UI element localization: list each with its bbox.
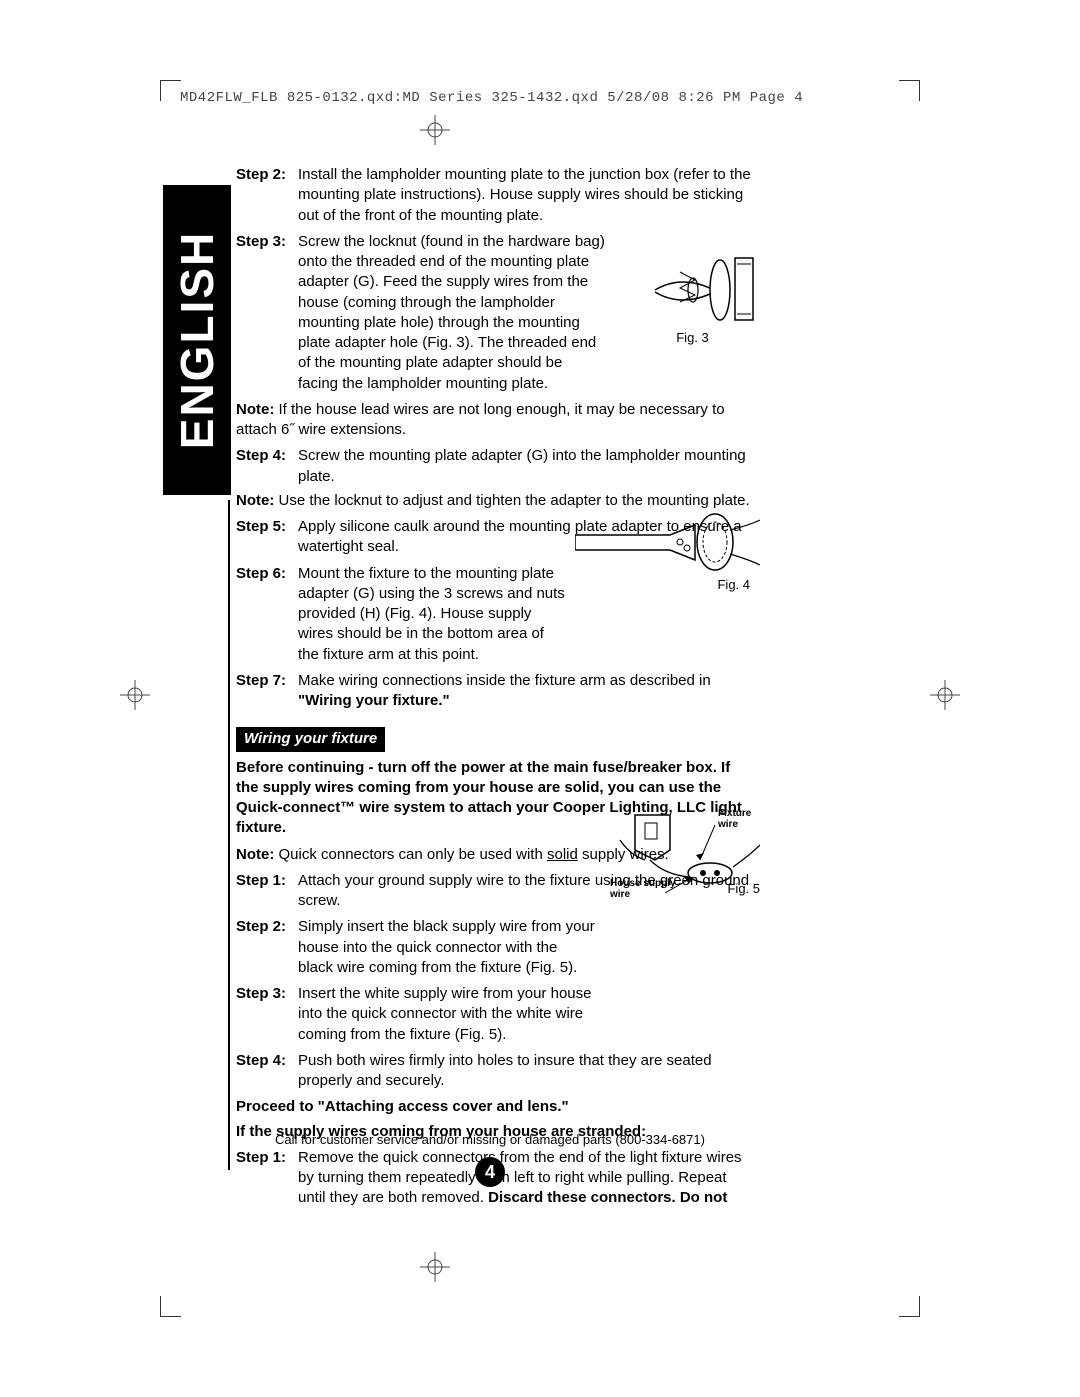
- note-label: Note:: [236, 846, 274, 863]
- section-header-wiring: Wiring your fixture: [236, 727, 385, 751]
- crop-mark: [899, 80, 920, 101]
- note-underlined: solid: [547, 846, 578, 863]
- step-text: Simply insert the black supply wire from…: [298, 917, 756, 978]
- wiring-step-2: Step 2: Simply insert the black supply w…: [236, 917, 756, 978]
- step-7-bold: "Wiring your fixture.": [298, 692, 450, 709]
- file-header: MD42FLW_FLB 825-0132.qxd:MD Series 325-1…: [180, 90, 803, 106]
- step-label: Step 4:: [236, 1051, 298, 1092]
- step-label: Step 1:: [236, 871, 298, 912]
- step-2: Step 2: Install the lampholder mounting …: [236, 165, 756, 226]
- note-text: If the house lead wires are not long eno…: [236, 401, 725, 438]
- language-tab-label: ENGLISH: [170, 231, 224, 449]
- step-label: Step 3:: [236, 232, 298, 394]
- crop-mark: [160, 1296, 181, 1317]
- registration-mark-icon: [930, 680, 960, 710]
- registration-mark-icon: [420, 115, 450, 145]
- proceed-line: Proceed to "Attaching access cover and l…: [236, 1097, 756, 1117]
- content-column: Step 2: Install the lampholder mounting …: [236, 165, 756, 1215]
- footer-text: Call for customer service and/or missing…: [235, 1132, 745, 1147]
- step-4: Step 4: Screw the mounting plate adapter…: [236, 446, 756, 487]
- step-5: Step 5: Apply silicone caulk around the …: [236, 517, 756, 558]
- step-text: Make wiring connections inside the fixtu…: [298, 671, 756, 712]
- wiring-intro: Before continuing - turn off the power a…: [236, 758, 756, 839]
- step-text: Screw the mounting plate adapter (G) int…: [298, 446, 756, 487]
- registration-mark-icon: [420, 1252, 450, 1282]
- step-label: Step 2:: [236, 165, 298, 226]
- note-label: Note:: [236, 492, 274, 509]
- note-1: Note: If the house lead wires are not lo…: [236, 400, 756, 441]
- step-6: Step 6: Mount the fixture to the mountin…: [236, 564, 756, 665]
- page-number: 4: [485, 1162, 495, 1183]
- step-text: Attach your ground supply wire to the fi…: [298, 871, 756, 912]
- step-text: Apply silicone caulk around the mounting…: [298, 517, 756, 558]
- note-label: Note:: [236, 401, 274, 418]
- step-text: Mount the fixture to the mounting plate …: [298, 564, 756, 665]
- step-label: Step 1:: [236, 1148, 298, 1209]
- language-tab: ENGLISH: [163, 185, 231, 495]
- step-text: Install the lampholder mounting plate to…: [298, 165, 756, 226]
- page-number-badge: 4: [475, 1157, 505, 1187]
- step-label: Step 4:: [236, 446, 298, 487]
- step-label: Step 6:: [236, 564, 298, 665]
- note-pre: Quick connectors can only be used with: [279, 846, 547, 863]
- wiring-step-4: Step 4: Push both wires firmly into hole…: [236, 1051, 756, 1092]
- note-post: supply wires.: [578, 846, 669, 863]
- step-text: Remove the quick connectors from the end…: [298, 1148, 756, 1209]
- wiring-step-3: Step 3: Insert the white supply wire fro…: [236, 984, 756, 1045]
- step-text: Insert the white supply wire from your h…: [298, 984, 756, 1045]
- step-text: Push both wires firmly into holes to ins…: [298, 1051, 756, 1092]
- step-3: Step 3: Screw the locknut (found in the …: [236, 232, 756, 394]
- registration-mark-icon: [120, 680, 150, 710]
- note-3: Note: Quick connectors can only be used …: [236, 845, 756, 865]
- stranded-bold: Discard these connectors. Do not: [488, 1189, 727, 1206]
- vertical-divider: [228, 500, 230, 1170]
- step-text: Screw the locknut (found in the hardware…: [298, 232, 756, 394]
- crop-mark: [899, 1296, 920, 1317]
- step-label: Step 3:: [236, 984, 298, 1045]
- step-7: Step 7: Make wiring connections inside t…: [236, 671, 756, 712]
- crop-mark: [160, 80, 181, 101]
- step-label: Step 7:: [236, 671, 298, 712]
- step-label: Step 2:: [236, 917, 298, 978]
- step-label: Step 5:: [236, 517, 298, 558]
- step-7-pre: Make wiring connections inside the fixtu…: [298, 672, 711, 689]
- note-2: Note: Use the locknut to adjust and tigh…: [236, 491, 756, 511]
- page: MD42FLW_FLB 825-0132.qxd:MD Series 325-1…: [0, 0, 1080, 1397]
- wiring-step-1: Step 1: Attach your ground supply wire t…: [236, 871, 756, 912]
- note-text: Use the locknut to adjust and tighten th…: [279, 492, 750, 509]
